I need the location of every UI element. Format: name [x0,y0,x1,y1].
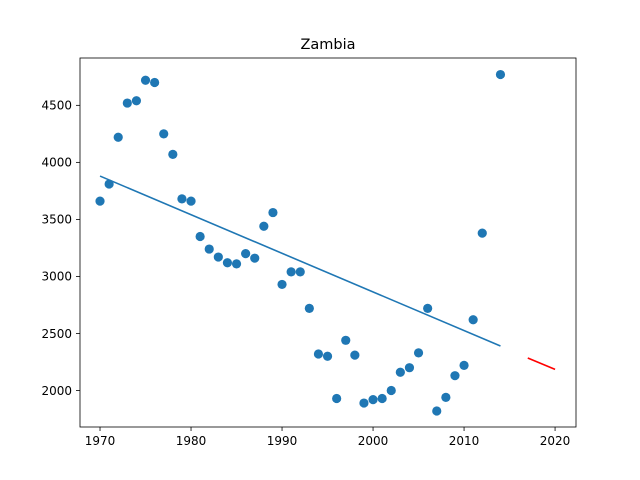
data-point [222,258,233,268]
axes: 1970 1980 1990 2000 2010 2020 2000 2500 3000 3500… [41,57,577,448]
x-tick-label: 2010 [449,434,480,448]
x-tick-label: 2000 [358,434,389,448]
trend-line [99,175,501,347]
data-point [413,348,424,358]
data-point [377,393,387,404]
data-point [386,385,396,396]
y-tick-label: 3500 [41,213,72,227]
x-tick-label: 1970 [85,434,116,448]
projection-line [527,357,556,371]
data-point [423,303,433,313]
plot-area [95,69,556,416]
chart-title: Zambia [300,37,355,53]
data-point [159,129,169,139]
y-tick-label: 4500 [41,99,72,113]
data-point [95,196,105,206]
data-point [368,395,378,405]
data-point [259,221,269,231]
data-point [459,360,469,370]
data-point [268,207,278,218]
y-tick-label: 2000 [41,384,72,398]
data-point [441,392,451,402]
data-point [313,349,324,359]
data-point [168,149,178,159]
y-tick-label: 3000 [41,270,72,284]
plot-frame [79,57,577,428]
data-point [150,77,160,88]
data-point [350,350,360,360]
data-point [195,231,205,242]
data-point [250,253,260,263]
x-tick-label: 1990 [267,434,298,448]
data-point [432,406,442,416]
data-point [468,315,478,325]
data-point [332,393,342,404]
data-point [277,279,287,290]
data-point [304,303,314,313]
data-point [359,398,369,408]
data-point [495,69,506,80]
data-point [341,335,351,345]
data-point [295,267,305,277]
data-point [122,98,132,108]
data-point [204,244,214,254]
data-point [286,267,296,277]
y-tick-label: 2500 [41,327,72,341]
data-point [395,367,405,377]
data-point [477,228,487,238]
data-point [113,132,123,142]
x-tick-label: 2020 [540,434,571,448]
data-point [213,252,223,262]
data-point [450,371,460,381]
data-point [186,196,196,206]
data-point [322,351,333,361]
data-point [131,96,142,106]
data-point [140,75,151,85]
data-point [231,259,242,269]
x-tick-label: 1980 [176,434,207,448]
y-tick-label: 4000 [41,156,72,170]
data-point [177,194,187,204]
data-point [241,249,251,259]
data-point [404,363,415,373]
